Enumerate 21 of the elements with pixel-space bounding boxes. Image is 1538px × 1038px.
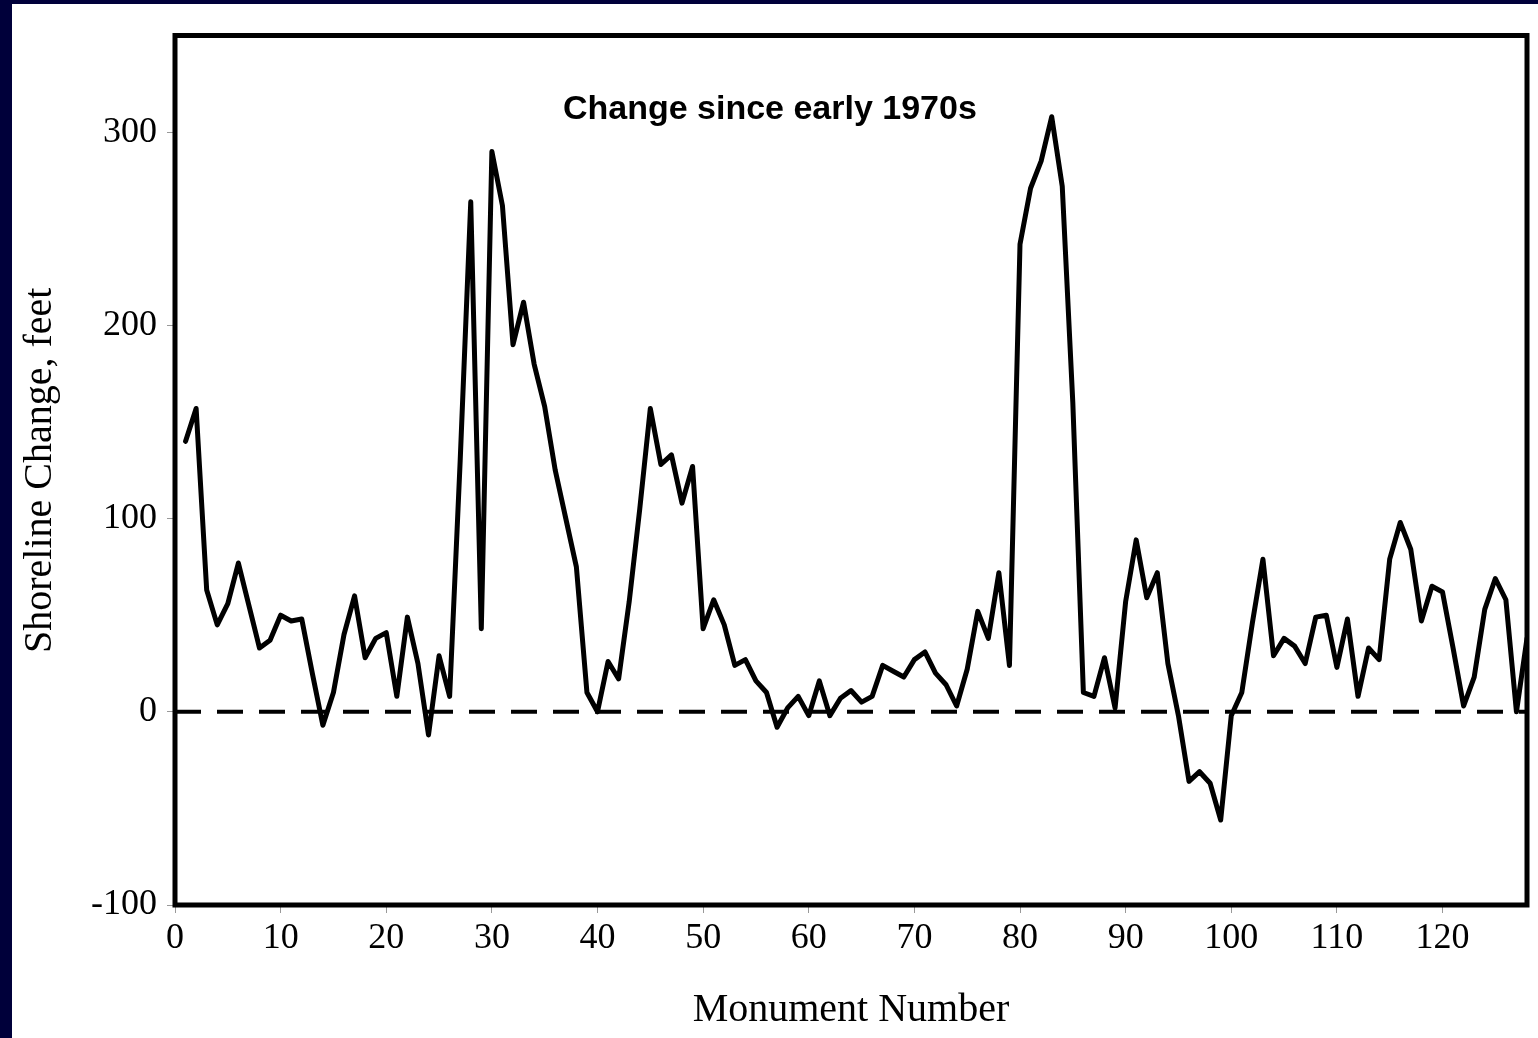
x-tick-label: 110 (1310, 916, 1364, 957)
x-tick-label: 40 (579, 916, 616, 957)
x-tick-label: 90 (1107, 916, 1144, 957)
y-tick-label: 200 (103, 302, 157, 343)
x-axis-title: Monument Number (692, 984, 1010, 1030)
y-axis-title: Shoreline Change, feet (14, 287, 60, 654)
x-tick-label: 70 (896, 916, 933, 957)
x-tick-label: 80 (1002, 916, 1038, 957)
x-tick-label: 120 (1415, 916, 1470, 957)
x-tick-label: 0 (166, 916, 184, 957)
x-tick-label: 10 (262, 916, 299, 957)
y-tick-label: 100 (103, 496, 157, 537)
x-tick-label: 20 (368, 916, 405, 957)
x-tick-label: 50 (685, 916, 722, 957)
x-tick-label: 30 (473, 916, 510, 957)
y-tick-label: 0 (139, 689, 157, 730)
y-tick-label: -100 (91, 882, 157, 923)
text: Change since early 1970s (562, 87, 977, 126)
x-tick-label: 60 (790, 916, 827, 957)
x-tick-label: 100 (1204, 916, 1259, 957)
y-tick-label: 300 (103, 109, 157, 150)
